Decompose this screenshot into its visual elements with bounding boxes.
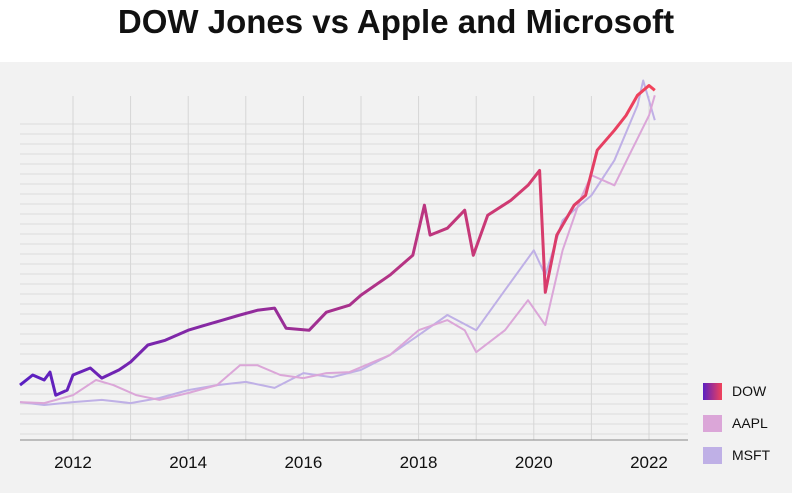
legend-label: DOW bbox=[732, 383, 767, 399]
x-axis-ticks: 2012 2014 2016 2018 2020 2022 bbox=[54, 453, 668, 472]
series-line-msft bbox=[19, 79, 656, 406]
x-tick-label: 2016 bbox=[284, 453, 322, 472]
legend-label: AAPL bbox=[732, 415, 768, 431]
series-line-aapl bbox=[19, 95, 656, 405]
x-tick-label: 2020 bbox=[515, 453, 553, 472]
x-tick-label: 2018 bbox=[400, 453, 438, 472]
series-line-dow bbox=[19, 84, 656, 397]
legend-swatch bbox=[703, 447, 722, 464]
legend-swatch bbox=[703, 415, 722, 432]
legend-swatch bbox=[703, 383, 722, 400]
x-tick-label: 2022 bbox=[630, 453, 668, 472]
x-tick-label: 2012 bbox=[54, 453, 92, 472]
grid bbox=[20, 96, 688, 441]
legend-label: MSFT bbox=[732, 447, 771, 463]
x-tick-label: 2014 bbox=[169, 453, 207, 472]
chart-title: DOW Jones vs Apple and Microsoft bbox=[117, 3, 675, 40]
series-lines bbox=[19, 79, 656, 406]
